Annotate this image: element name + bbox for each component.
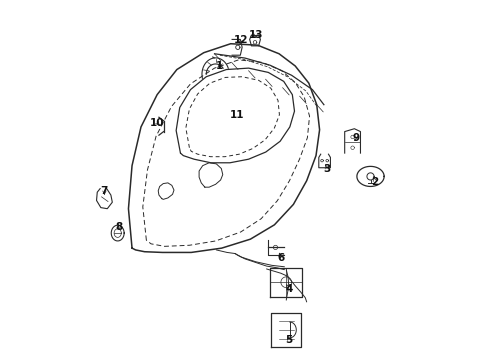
Text: 8: 8: [116, 222, 123, 232]
Text: 3: 3: [323, 164, 330, 174]
Text: 10: 10: [150, 118, 164, 128]
Polygon shape: [128, 44, 319, 252]
Text: 7: 7: [101, 186, 108, 197]
Text: 2: 2: [371, 177, 378, 187]
Text: 1: 1: [216, 61, 223, 71]
Text: 5: 5: [285, 334, 293, 345]
Text: 6: 6: [277, 253, 285, 263]
Text: 12: 12: [233, 35, 248, 45]
Polygon shape: [176, 68, 294, 163]
Text: 4: 4: [285, 284, 293, 294]
Text: 11: 11: [230, 111, 245, 121]
Text: 9: 9: [353, 133, 360, 143]
Text: 13: 13: [248, 30, 263, 40]
